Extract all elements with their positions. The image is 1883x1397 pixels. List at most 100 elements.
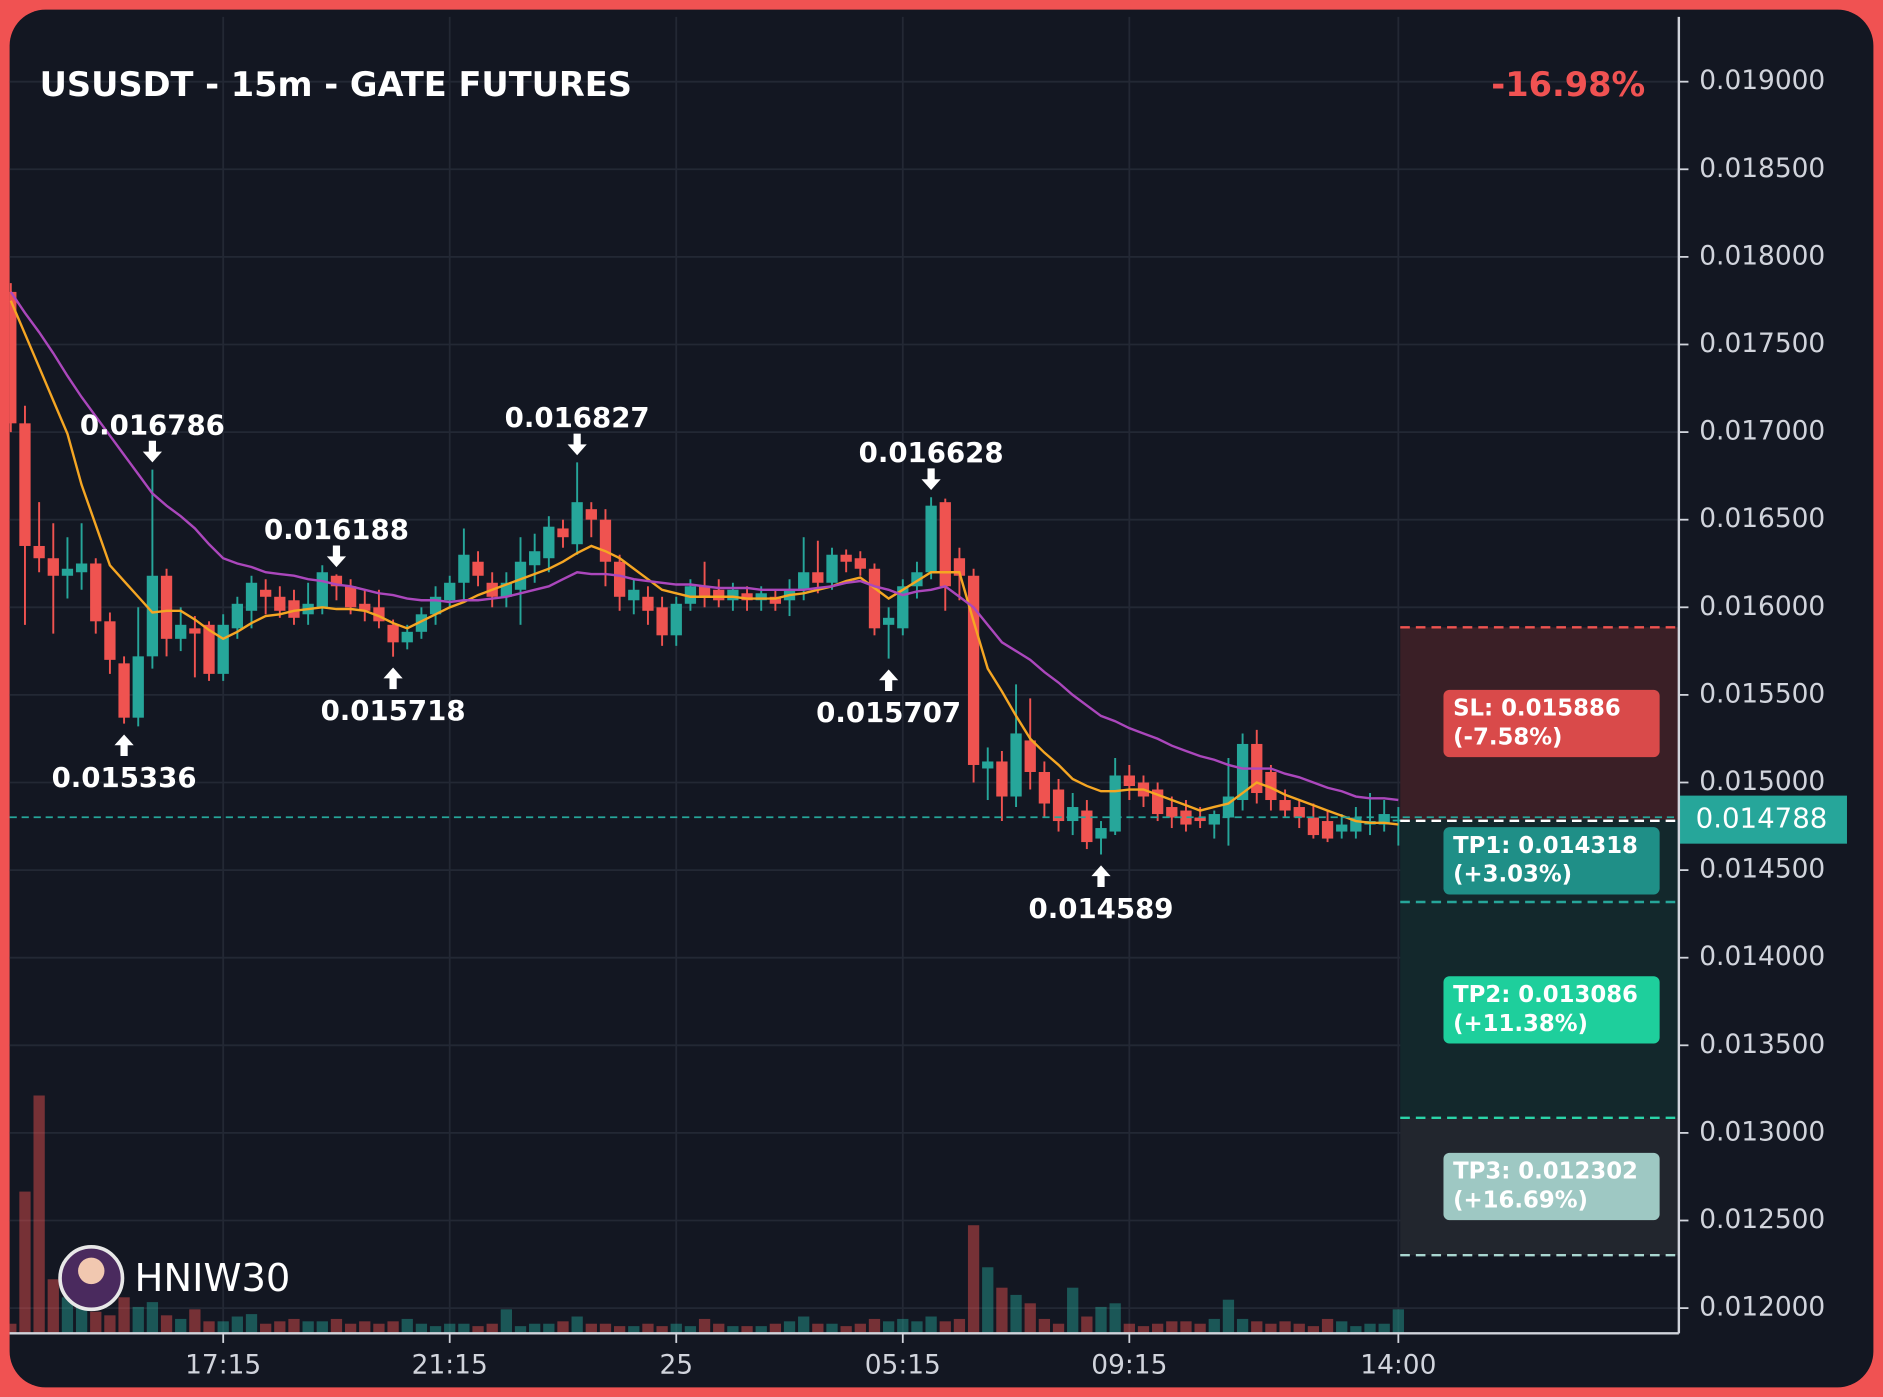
level-label: TP1: 0.014318 <box>1453 833 1638 859</box>
volume-bar <box>1208 1318 1220 1334</box>
candle-body <box>373 607 385 622</box>
candle-body <box>47 558 59 576</box>
volume-bar <box>628 1326 640 1334</box>
volume-bar <box>146 1302 159 1334</box>
candle-body <box>132 656 144 718</box>
candles <box>9 283 1404 855</box>
ma-line <box>9 291 1399 802</box>
volume-bar <box>656 1326 668 1334</box>
candle-body <box>203 624 215 674</box>
candle-body <box>1208 814 1220 825</box>
volume-bar <box>769 1323 782 1334</box>
level-change: (+11.38%) <box>1453 1011 1588 1037</box>
candle-body <box>1321 821 1334 839</box>
y-tick-label: 0.016000 <box>1699 591 1825 622</box>
volume-bar <box>245 1314 258 1334</box>
y-tick-label: 0.019000 <box>1699 65 1825 96</box>
candle-body <box>415 614 428 632</box>
pivot-arrow <box>142 440 163 463</box>
volume-bar <box>175 1318 187 1334</box>
candle-body <box>359 603 371 611</box>
candle-body <box>543 526 555 559</box>
volume-bar <box>344 1323 357 1334</box>
y-tick-label: 0.018000 <box>1699 240 1825 271</box>
y-tick-label: 0.013000 <box>1699 1116 1825 1147</box>
pivot-arrow <box>1091 865 1111 887</box>
candle-body <box>1038 771 1051 804</box>
volume-bar <box>1010 1294 1022 1334</box>
avatar-face <box>78 1257 105 1285</box>
candle-body <box>840 554 852 562</box>
volume-bar <box>118 1297 130 1334</box>
candle-body <box>982 761 994 769</box>
change: -16.98% <box>1491 65 1645 104</box>
volume-bar <box>486 1323 498 1334</box>
volume-bar <box>755 1326 767 1334</box>
pivot-label: 0.016786 <box>80 408 225 441</box>
y-tick-label: 0.014500 <box>1699 854 1825 885</box>
volume-bar <box>543 1323 555 1334</box>
candle-body <box>684 586 697 604</box>
pivot-label: 0.016827 <box>505 401 650 434</box>
candle-body <box>897 586 909 629</box>
candle-body <box>769 596 782 604</box>
candle-body <box>514 561 527 590</box>
level-label: TP2: 0.013086 <box>1453 982 1638 1008</box>
level-box <box>1443 689 1660 758</box>
chart-title: USUSDT - 15m - GATE FUTURES <box>40 65 632 104</box>
y-tick-label: 0.016500 <box>1699 503 1825 534</box>
candle-body <box>260 589 272 597</box>
volume-bar <box>897 1318 909 1334</box>
candle-body <box>1236 743 1249 801</box>
candle-body <box>1265 771 1277 801</box>
candle-body <box>911 572 923 587</box>
level-change: (-7.58%) <box>1453 724 1562 750</box>
volume-bar <box>1081 1316 1093 1334</box>
volume-bar <box>698 1318 711 1334</box>
volume-bar <box>1350 1326 1362 1334</box>
pivot-label: 0.016188 <box>264 513 409 546</box>
candle-body <box>1378 814 1390 825</box>
volume-bar <box>826 1323 838 1334</box>
volume-bar <box>1137 1326 1150 1334</box>
candle-body <box>642 596 654 611</box>
candle-body <box>231 603 243 629</box>
candle-body <box>1279 800 1291 811</box>
candle-body <box>1081 810 1093 843</box>
level-box <box>1443 827 1660 895</box>
pivot-label: 0.015718 <box>321 694 466 727</box>
y-tick-label: 0.015000 <box>1699 766 1825 797</box>
volume-bar <box>996 1287 1008 1334</box>
candle-body <box>19 423 31 546</box>
volume-bar <box>585 1323 597 1334</box>
candle-body <box>444 582 456 601</box>
candle-body <box>996 761 1008 797</box>
volume-bar <box>1123 1323 1135 1334</box>
volume-bar <box>1095 1306 1107 1334</box>
volume-bar <box>19 1191 31 1334</box>
volume-bar <box>684 1326 697 1334</box>
level-change: (+16.69%) <box>1453 1187 1588 1213</box>
candle-body <box>104 621 116 660</box>
volume-bar <box>925 1316 937 1334</box>
candle-body <box>500 582 513 597</box>
candle-body <box>1095 828 1107 839</box>
candle-body <box>1109 775 1121 832</box>
candle-body <box>1392 819 1404 822</box>
volume-bar <box>104 1315 116 1334</box>
candle-body <box>1194 817 1206 822</box>
candle-body <box>1166 807 1178 818</box>
volume-bar <box>967 1225 980 1334</box>
volume-bar <box>373 1323 385 1334</box>
volume-bar <box>1378 1323 1390 1334</box>
candle-body <box>33 545 45 559</box>
volume-bar <box>571 1316 583 1334</box>
candle-body <box>798 572 810 590</box>
volume-bar <box>1279 1321 1291 1334</box>
y-tick-label: 0.012500 <box>1699 1204 1825 1235</box>
volume-bar <box>458 1323 470 1334</box>
volume-bar <box>1336 1321 1348 1334</box>
volume-bar <box>727 1326 739 1334</box>
candle-body <box>939 502 951 587</box>
